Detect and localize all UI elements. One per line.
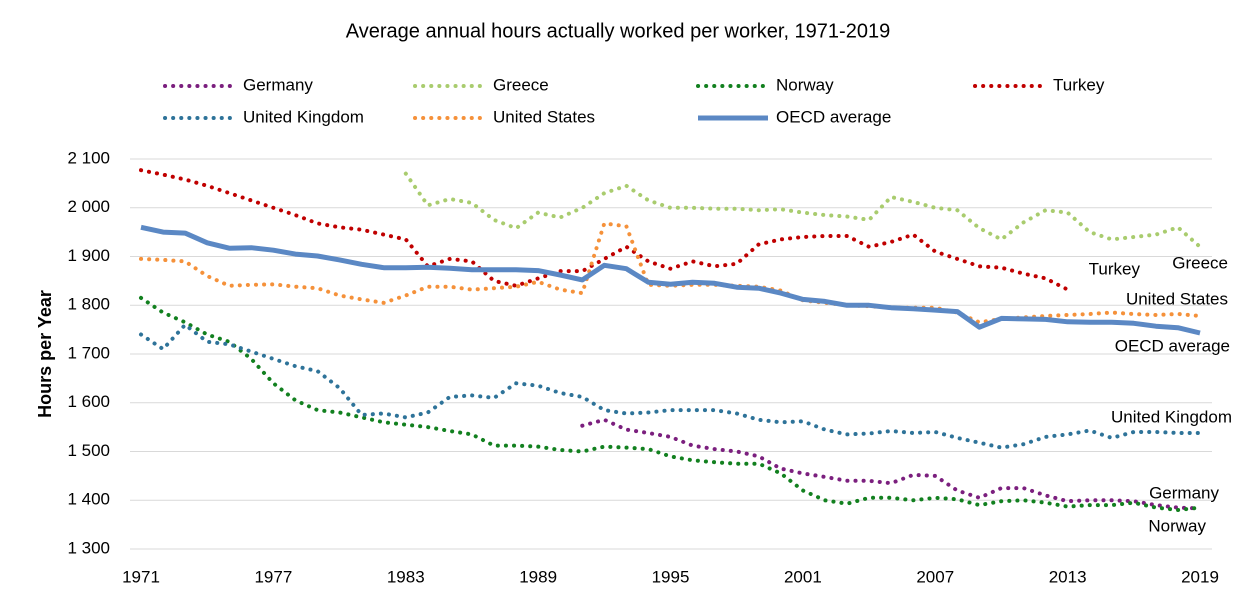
x-tick-label: 2019: [1181, 567, 1219, 586]
series-line: [580, 417, 1202, 511]
y-tick-label: 1 400: [67, 490, 110, 509]
x-tick-label: 2013: [1049, 567, 1087, 586]
series-line: [139, 295, 1202, 513]
y-tick-label: 1 800: [67, 295, 110, 314]
legend-label: Greece: [493, 75, 549, 94]
series-line: [140, 224, 1201, 336]
x-tick-label: 1989: [519, 567, 557, 586]
x-tick-label: 1971: [122, 567, 160, 586]
legend-label: United States: [493, 107, 595, 126]
end-label: Norway: [1148, 516, 1206, 535]
x-tick-label: 1983: [387, 567, 425, 586]
end-label: Turkey: [1089, 259, 1141, 278]
x-tick-label: 2001: [784, 567, 822, 586]
x-tick-label: 1995: [652, 567, 690, 586]
end-label: United States: [1126, 289, 1228, 308]
legend-label: Norway: [776, 75, 834, 94]
y-tick-label: 1 600: [67, 392, 110, 411]
y-tick-label: 2 000: [67, 197, 110, 216]
legend-label: United Kingdom: [243, 107, 364, 126]
end-label: United Kingdom: [1111, 407, 1232, 426]
series-line: [139, 322, 1202, 450]
end-label: OECD average: [1115, 336, 1230, 355]
series-line: [139, 221, 1202, 325]
series-line: [403, 171, 1202, 249]
x-tick-label: 1977: [254, 567, 292, 586]
end-label: Greece: [1172, 253, 1228, 272]
legend-label: OECD average: [776, 107, 891, 126]
x-tick-label: 2007: [916, 567, 954, 586]
chart-title: Average annual hours actually worked per…: [346, 20, 890, 42]
y-tick-label: 1 700: [67, 343, 110, 362]
legend-label: Turkey: [1053, 75, 1105, 94]
y-axis-label: Hours per Year: [35, 290, 55, 418]
y-tick-label: 1 500: [67, 441, 110, 460]
series-line: [139, 168, 1070, 292]
y-tick-label: 1 300: [67, 538, 110, 557]
end-label: Germany: [1149, 483, 1219, 502]
y-tick-label: 2 100: [67, 148, 110, 167]
y-tick-label: 1 900: [67, 246, 110, 265]
legend-label: Germany: [243, 75, 313, 94]
